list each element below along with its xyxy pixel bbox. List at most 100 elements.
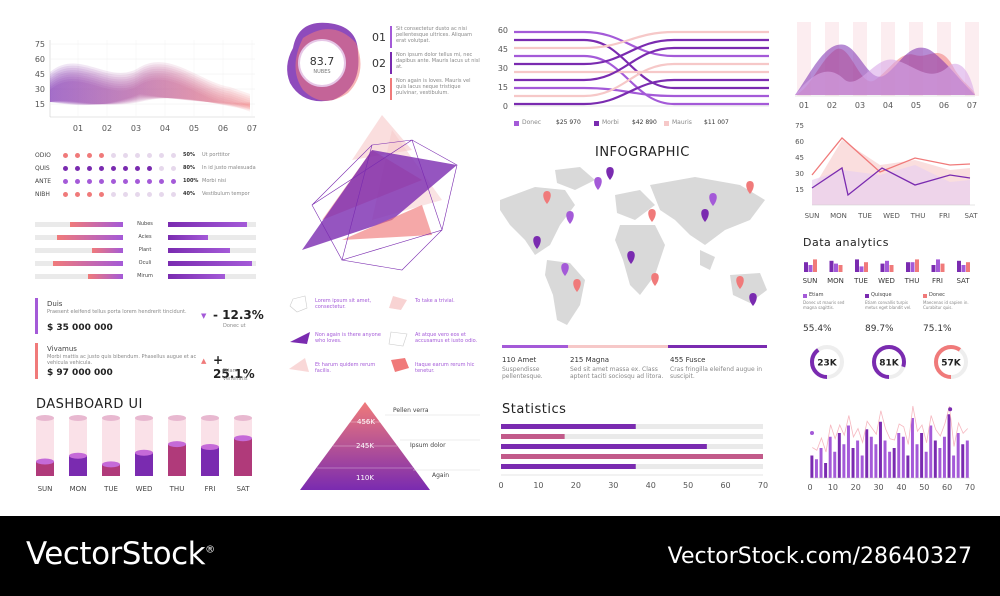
stat-bar-track: [501, 434, 763, 439]
dot-row-desc: In id justo malesuada: [202, 165, 256, 171]
bar-pair-row: Nubes: [35, 221, 260, 229]
kpi-card: Vivamus Morbi mattis ac justo quis biben…: [35, 343, 265, 382]
sankey-line-svg: 60 45 30 15 0: [498, 26, 769, 111]
pyramid-value: 110K: [356, 474, 374, 482]
analytics-legend-name: Quisque: [871, 292, 892, 298]
analytics-percent: 55.4%: [803, 324, 832, 334]
dash-bar-fill: [201, 447, 219, 476]
dot-row: QUIS 80% In id justo malesuada: [35, 165, 270, 175]
histogram: 0 10 20 30 40 50 60 70: [800, 390, 980, 495]
map-pin-icon: [566, 211, 574, 224]
stat-x-tick: 10: [533, 481, 543, 490]
map-pin-icon: [533, 236, 541, 249]
analytics-bar: [859, 266, 864, 272]
histogram-bar: [961, 444, 965, 478]
histogram-bar: [846, 425, 850, 478]
area-chart-top-right: 01 02 03 04 05 06 07: [790, 20, 980, 115]
histogram-bar: [842, 444, 846, 478]
bar-pair-row: Acies: [35, 234, 260, 242]
histogram-x-tick: 20: [851, 483, 861, 492]
histogram-bar: [851, 448, 855, 478]
legend-swatch: [803, 294, 807, 298]
wave-y-tick: 45: [35, 70, 45, 79]
histogram-bar: [869, 436, 873, 478]
bar-pair-row: Mirum: [35, 273, 260, 281]
analytics-bar: [906, 262, 910, 272]
mini-x-tick: SAT: [964, 212, 978, 220]
dot-marker: [171, 166, 176, 171]
numbered-item-accent: [390, 26, 392, 48]
legend-name: Donec: [522, 119, 542, 126]
histogram-trend: [812, 405, 969, 453]
legend-value: $42 890: [632, 119, 657, 126]
legend-name: Morbi: [602, 119, 619, 126]
line-y-tick: 30: [498, 64, 508, 73]
map-pin-icon: [736, 276, 744, 289]
pyramid-label: Pellen verra: [393, 407, 429, 414]
dash-bar-fill-cap: [201, 444, 219, 450]
histogram-bar: [906, 455, 910, 478]
dot-marker: [135, 166, 140, 171]
analytics-day-label: SAT: [956, 277, 970, 285]
wave-y-tick: 60: [35, 55, 45, 64]
dash-bar-fill: [135, 452, 153, 476]
analytics-bar: [961, 265, 966, 272]
dot-marker: [159, 192, 164, 197]
histogram-bar: [860, 455, 864, 478]
bar-left-fill: [70, 222, 123, 227]
area-x-tick: 02: [827, 101, 837, 110]
dot-row-percent: 80%: [183, 165, 195, 171]
dash-bar-bg: [102, 418, 120, 476]
dash-bar-fill: [36, 461, 54, 476]
dot-row-label: ANTE: [35, 178, 52, 185]
pyramid-svg: [300, 402, 480, 490]
histogram-bar: [933, 440, 937, 478]
legend-swatch: [594, 121, 599, 126]
infographic-stats: 110 Amet Suspendisse pellentesque. 215 M…: [502, 356, 772, 396]
bar-pair-label: Mirum: [137, 273, 153, 279]
info-stat-head: 110 Amet: [502, 356, 537, 364]
dot-marker: [87, 166, 92, 171]
bar-left-fill: [87, 274, 123, 279]
analytics-bar: [838, 265, 843, 272]
map-pin-icon: [573, 279, 581, 292]
numbered-item-num: 03: [372, 83, 386, 96]
map-pin-icon: [627, 251, 635, 264]
numbered-item-text: Non again is loves. Mauris vel quis lacu…: [396, 78, 471, 96]
bar-pair-row: Oculi: [35, 260, 260, 268]
analytics-bar: [910, 262, 915, 272]
analytics-legend-desc: Maecenas id sapien in. Curabitur quis.: [923, 300, 969, 310]
dash-bar-fill: [234, 438, 252, 476]
analytics-bar: [885, 260, 889, 272]
kpi-amount: $ 97 000 000: [47, 368, 113, 378]
dot-row: ODIO 50% Ut porttitor: [35, 152, 270, 162]
dashboard-bars: SUN MON TUE WED THU FRI SAT: [30, 412, 260, 496]
analytics-legend-name: Donec: [929, 292, 945, 298]
area-x-tick: 05: [911, 101, 921, 110]
analytics-bar: [940, 263, 945, 272]
bar-pair-label: Acies: [138, 234, 152, 240]
stat-bar: [501, 454, 763, 459]
dot-row: ANTE 100% Morbi nisi: [35, 178, 270, 188]
analytics-bar: [855, 259, 859, 272]
ring-label: 81K: [879, 359, 900, 369]
bar-right-fill: [168, 222, 248, 227]
bar-pair-label: Nubes: [137, 221, 153, 227]
histogram-bar: [883, 440, 887, 478]
info-stat-head: 455 Fusce: [670, 356, 706, 364]
polygon-graphic: [282, 110, 482, 280]
analytics-bars-svg: SUN MON TUE WED THU FRI SAT: [803, 259, 970, 285]
histogram-bar: [892, 448, 896, 478]
line-series: [514, 38, 769, 66]
kpi-desc: Morbi mattis ac justo quis bibendum. Pha…: [47, 354, 197, 366]
analytics-bars: SUN MON TUE WED THU FRI SAT: [800, 252, 980, 292]
mini-y-tick: 15: [795, 186, 804, 194]
map-pin-icon: [543, 191, 551, 204]
sankey-line-chart: 60 45 30 15 0 Donec $25 970 Morbi $42 890 Ma…: [494, 22, 774, 132]
stat-x-tick: 50: [683, 481, 693, 490]
line-series: [514, 30, 769, 58]
wave-x-tick: 05: [189, 124, 199, 133]
bar-pair-label: Plant: [138, 247, 152, 253]
stat-bar: [501, 424, 636, 429]
dot-marker: [171, 192, 176, 197]
